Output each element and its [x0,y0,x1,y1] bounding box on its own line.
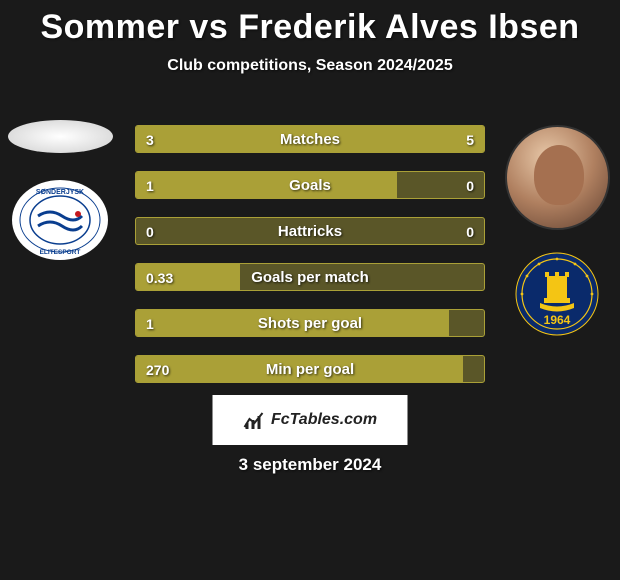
left-badge-text-top: SØNDERJYSK [36,189,84,196]
bar-row: 0.33 Goals per match [135,263,485,291]
right-player-column: 1964 [505,125,610,337]
chart-icon [243,409,265,431]
comparison-bars: 3 Matches 5 1 Goals 0 0 Hattricks 0 0.33… [135,125,485,401]
bar-label: Goals per match [136,264,484,291]
page-title: Sommer vs Frederik Alves Ibsen [0,0,620,47]
bar-right-value: 0 [466,218,474,245]
branding-box: FcTables.com [213,395,408,445]
bar-right-value: 5 [466,126,474,153]
bar-right-value: 0 [466,172,474,199]
bar-label: Goals [136,172,484,199]
left-player-column: SØNDERJYSK ELITESPORT [8,120,113,263]
bar-row: 1 Goals 0 [135,171,485,199]
right-badge-year: 1964 [544,313,571,327]
bar-row: 1 Shots per goal [135,309,485,337]
bar-label: Hattricks [136,218,484,245]
bar-row: 3 Matches 5 [135,125,485,153]
bar-row: 0 Hattricks 0 [135,217,485,245]
bar-label: Shots per goal [136,310,484,337]
left-badge-text-bottom: ELITESPORT [40,249,81,256]
footer-date: 3 september 2024 [0,455,620,475]
right-club-badge: 1964 [507,252,607,337]
bar-row: 270 Min per goal [135,355,485,383]
branding-label: FcTables.com [271,411,377,429]
bar-label: Min per goal [136,356,484,383]
page-subtitle: Club competitions, Season 2024/2025 [0,57,620,75]
left-club-badge: SØNDERJYSK ELITESPORT [10,178,110,263]
right-player-avatar [505,125,610,230]
bar-label: Matches [136,126,484,153]
left-player-avatar-placeholder [8,120,113,153]
